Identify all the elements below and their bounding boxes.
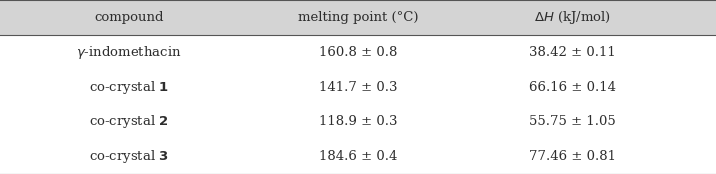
Text: 184.6 ± 0.4: 184.6 ± 0.4 — [319, 150, 397, 163]
Text: 141.7 ± 0.3: 141.7 ± 0.3 — [319, 81, 397, 93]
Text: 55.75 ± 1.05: 55.75 ± 1.05 — [529, 115, 616, 128]
Text: 77.46 ± 0.81: 77.46 ± 0.81 — [529, 150, 616, 163]
Text: $\it{\gamma}$-indomethacin: $\it{\gamma}$-indomethacin — [76, 44, 182, 61]
Text: co-crystal $\mathbf{3}$: co-crystal $\mathbf{3}$ — [89, 148, 169, 165]
Text: melting point (°C): melting point (°C) — [298, 11, 418, 24]
Text: co-crystal $\mathbf{2}$: co-crystal $\mathbf{2}$ — [89, 113, 169, 130]
Text: 118.9 ± 0.3: 118.9 ± 0.3 — [319, 115, 397, 128]
Bar — [0, 0, 716, 35]
Text: co-crystal $\mathbf{1}$: co-crystal $\mathbf{1}$ — [89, 78, 169, 96]
Text: 160.8 ± 0.8: 160.8 ± 0.8 — [319, 46, 397, 59]
Text: 38.42 ± 0.11: 38.42 ± 0.11 — [529, 46, 616, 59]
Text: compound: compound — [94, 11, 164, 24]
Text: $\Delta\it{H}$ (kJ/mol): $\Delta\it{H}$ (kJ/mol) — [534, 9, 611, 26]
Text: 66.16 ± 0.14: 66.16 ± 0.14 — [529, 81, 616, 93]
